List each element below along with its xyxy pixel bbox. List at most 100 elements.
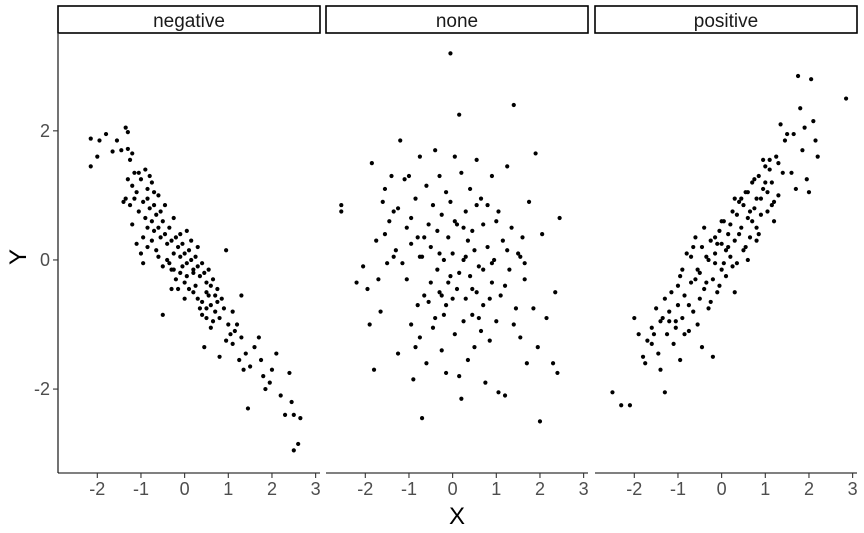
data-point	[415, 235, 420, 240]
data-point	[263, 386, 268, 392]
data-point	[662, 390, 667, 395]
data-point	[675, 303, 681, 308]
data-point	[204, 306, 209, 311]
data-point	[487, 338, 492, 343]
data-point	[195, 244, 200, 250]
data-point	[156, 193, 161, 198]
data-point	[800, 148, 805, 153]
data-point	[732, 196, 737, 201]
data-point	[173, 235, 178, 240]
x-tick-label: -2	[89, 479, 105, 499]
data-point	[761, 186, 766, 192]
data-point	[734, 212, 740, 217]
data-point	[145, 244, 150, 250]
data-point	[391, 209, 396, 214]
data-point	[693, 235, 698, 240]
data-point	[702, 225, 707, 230]
data-point	[193, 283, 198, 288]
data-point	[165, 241, 170, 246]
data-point	[717, 283, 722, 288]
data-point	[492, 257, 497, 263]
data-point	[654, 306, 659, 311]
data-point	[130, 183, 135, 188]
data-point	[472, 248, 477, 253]
data-point	[481, 303, 486, 308]
y-axis-title: Y	[5, 249, 32, 265]
data-point	[88, 136, 93, 141]
data-point	[141, 199, 146, 204]
y-axis: -2 0 2	[34, 34, 59, 473]
data-point	[291, 448, 296, 453]
data-point	[771, 199, 777, 204]
data-point	[632, 315, 637, 321]
data-point	[158, 235, 163, 240]
data-point	[125, 177, 130, 182]
data-point	[457, 374, 462, 379]
x-tick-label: -1	[401, 479, 417, 499]
data-point	[296, 441, 301, 447]
data-point	[640, 354, 646, 359]
data-point	[496, 390, 501, 395]
data-point	[452, 332, 457, 337]
data-point	[430, 202, 436, 208]
data-point	[149, 238, 154, 243]
data-point	[413, 196, 418, 201]
data-point	[406, 173, 412, 179]
data-point	[261, 374, 266, 379]
data-point	[752, 177, 757, 182]
data-point	[745, 215, 750, 221]
data-point	[248, 364, 253, 369]
data-point	[282, 412, 288, 417]
data-point	[673, 325, 678, 330]
data-point	[448, 273, 453, 279]
data-point	[398, 138, 403, 143]
data-point	[374, 238, 379, 243]
data-point	[219, 296, 224, 301]
data-point	[468, 186, 473, 192]
data-point	[119, 148, 124, 153]
data-point	[298, 416, 303, 421]
data-point	[393, 248, 398, 253]
data-point	[754, 225, 759, 230]
data-point	[505, 164, 510, 169]
data-point	[234, 322, 240, 327]
data-point	[189, 238, 194, 243]
data-point	[739, 196, 744, 201]
data-point	[130, 222, 135, 227]
data-point	[123, 196, 128, 201]
data-point	[376, 277, 381, 282]
data-point	[688, 254, 694, 259]
data-point	[237, 357, 242, 363]
data-point	[667, 319, 672, 324]
data-point	[463, 209, 468, 214]
data-point	[136, 170, 141, 175]
data-point	[489, 173, 495, 179]
data-point	[206, 293, 211, 298]
data-point	[443, 370, 449, 376]
data-point	[141, 261, 146, 266]
data-point	[544, 315, 549, 321]
data-point	[712, 251, 718, 256]
data-point	[806, 190, 812, 195]
data-point	[149, 180, 154, 185]
data-point	[419, 416, 425, 421]
data-point	[669, 290, 674, 295]
data-point	[169, 286, 174, 292]
data-point	[367, 322, 372, 327]
x-axis-title: X	[449, 503, 465, 530]
facet-strip-label: negative	[153, 11, 225, 32]
data-point	[518, 335, 523, 340]
data-point	[732, 238, 737, 243]
data-point	[686, 303, 691, 308]
data-point	[339, 209, 344, 214]
data-point	[437, 173, 442, 179]
data-point	[763, 164, 768, 169]
data-point	[206, 267, 211, 272]
data-point	[195, 296, 200, 301]
data-point	[143, 167, 148, 172]
data-point	[802, 125, 807, 130]
data-point	[487, 296, 492, 301]
data-point	[439, 293, 444, 298]
data-point	[478, 328, 484, 334]
data-point	[485, 202, 490, 208]
